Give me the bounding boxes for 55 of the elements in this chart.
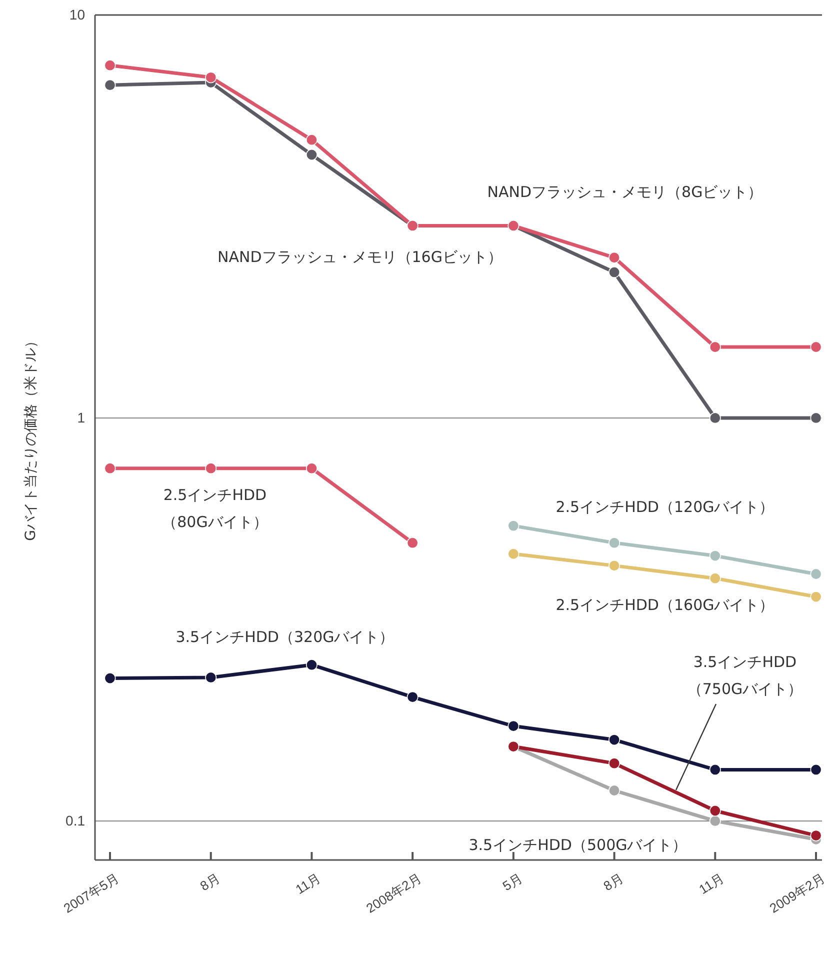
x-tick-label: 5月	[500, 870, 526, 894]
point	[406, 691, 418, 703]
x-tick-label: 8月	[197, 870, 222, 894]
x-tick-label: 11月	[292, 870, 324, 897]
point	[508, 548, 520, 560]
point	[709, 805, 721, 816]
point	[104, 462, 116, 474]
point	[608, 758, 620, 770]
point	[810, 764, 822, 776]
point	[709, 764, 721, 776]
point	[709, 341, 721, 353]
point	[810, 568, 822, 580]
x-tick-label: 2009年2月	[766, 870, 828, 916]
y-axis-title: Gバイト当たりの価格（米ドル）	[23, 334, 39, 541]
point	[205, 72, 217, 84]
point	[810, 412, 822, 424]
point	[508, 520, 520, 532]
series-label: 2.5インチHDD（80Gバイト）	[162, 486, 268, 531]
point	[104, 672, 116, 684]
x-tick-label: 11月	[696, 870, 727, 897]
point	[306, 659, 318, 671]
point	[810, 341, 822, 353]
point	[104, 79, 116, 91]
series-label: NANDフラッシュ・メモリ（8Gビット）	[487, 183, 763, 201]
series-label: 2.5インチHDD（120Gバイト）	[556, 498, 774, 516]
point	[709, 550, 721, 562]
series-label: 2.5インチHDD（160Gバイト）	[556, 596, 774, 614]
point	[306, 462, 318, 474]
x-tick-label: 8月	[600, 870, 626, 894]
point	[306, 134, 318, 146]
point	[810, 591, 822, 603]
y-tick-label: 10	[69, 6, 86, 22]
point	[608, 560, 620, 572]
point	[406, 537, 418, 549]
point	[608, 734, 620, 746]
text: 3.5インチHDD（320Gバイト）	[176, 628, 394, 646]
point	[608, 784, 620, 796]
series-label: NANDフラッシュ・メモリ（16Gビット）	[218, 248, 502, 266]
y-tick-label: 0.1	[66, 812, 86, 828]
point	[709, 412, 721, 424]
y-tick-label: 1	[77, 409, 86, 426]
text: 3.5インチHDD（750Gバイト）	[687, 653, 803, 698]
point	[608, 537, 620, 549]
point	[810, 830, 822, 842]
point	[306, 149, 318, 160]
point	[608, 266, 620, 278]
point	[205, 462, 217, 474]
point	[104, 60, 116, 72]
point	[709, 815, 721, 827]
point	[709, 572, 721, 584]
series-label: 3.5インチHDD（500Gバイト）	[468, 836, 688, 854]
point	[205, 672, 217, 684]
point	[508, 720, 520, 732]
x-tick-label: 2008年2月	[364, 870, 424, 916]
point	[608, 252, 620, 264]
